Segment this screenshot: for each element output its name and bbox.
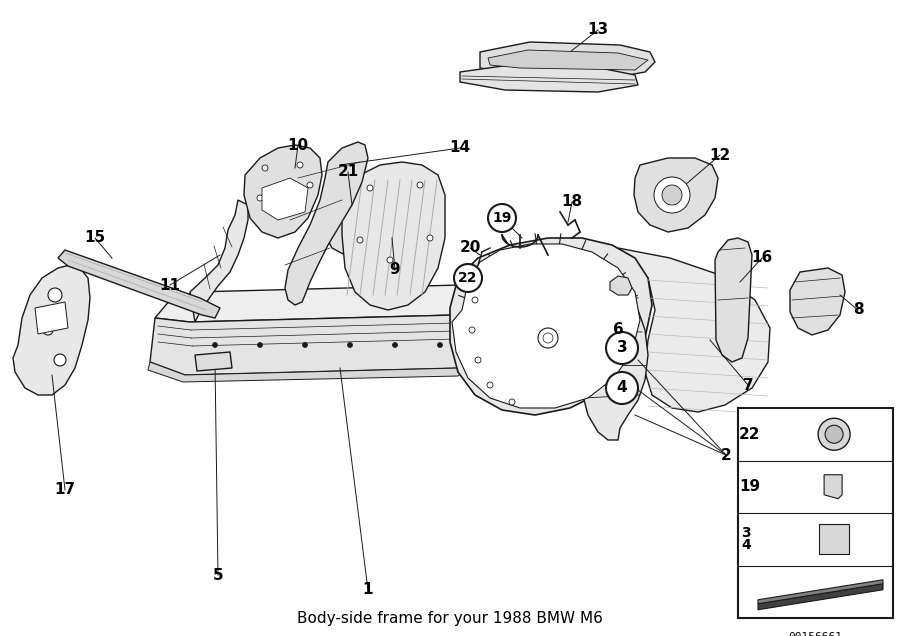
Circle shape <box>257 343 263 347</box>
Circle shape <box>357 237 363 243</box>
Circle shape <box>454 264 482 292</box>
Circle shape <box>606 372 638 404</box>
Circle shape <box>307 182 313 188</box>
Polygon shape <box>450 238 652 415</box>
Text: 20: 20 <box>459 240 481 256</box>
Polygon shape <box>480 42 655 78</box>
Circle shape <box>469 327 475 333</box>
Circle shape <box>825 425 843 443</box>
Circle shape <box>347 343 353 347</box>
Polygon shape <box>819 524 849 554</box>
Polygon shape <box>148 355 480 382</box>
Polygon shape <box>824 474 842 499</box>
Polygon shape <box>155 285 475 322</box>
Polygon shape <box>35 302 68 334</box>
Text: 2: 2 <box>721 448 732 462</box>
Text: 00156661: 00156661 <box>788 632 842 636</box>
Circle shape <box>509 399 515 405</box>
Circle shape <box>427 235 433 241</box>
Text: 18: 18 <box>562 195 582 209</box>
Bar <box>738 408 893 618</box>
Text: 22: 22 <box>739 427 760 442</box>
Text: 3: 3 <box>742 526 751 540</box>
Polygon shape <box>460 65 638 92</box>
Polygon shape <box>758 584 883 610</box>
Text: 9: 9 <box>390 263 400 277</box>
Polygon shape <box>488 50 648 70</box>
Circle shape <box>487 382 493 388</box>
Text: 5: 5 <box>212 567 223 583</box>
Text: 7: 7 <box>742 378 753 392</box>
Circle shape <box>472 297 478 303</box>
Circle shape <box>392 343 398 347</box>
Circle shape <box>302 343 308 347</box>
Text: Body-side frame for your 1988 BMW M6: Body-side frame for your 1988 BMW M6 <box>297 611 603 626</box>
Polygon shape <box>356 252 365 285</box>
Text: 21: 21 <box>338 165 358 179</box>
Circle shape <box>538 328 558 348</box>
Polygon shape <box>342 162 445 310</box>
Text: 11: 11 <box>159 277 181 293</box>
Polygon shape <box>610 276 632 295</box>
Circle shape <box>257 195 263 201</box>
Polygon shape <box>580 282 648 440</box>
Polygon shape <box>58 250 220 318</box>
Polygon shape <box>150 305 480 375</box>
Text: 16: 16 <box>752 251 772 265</box>
Text: 6: 6 <box>613 322 624 338</box>
Circle shape <box>488 204 516 232</box>
Polygon shape <box>262 178 308 220</box>
Circle shape <box>437 343 443 347</box>
Polygon shape <box>195 352 232 371</box>
Polygon shape <box>452 244 640 408</box>
Text: 14: 14 <box>449 141 471 155</box>
Circle shape <box>387 257 393 263</box>
Text: 19: 19 <box>492 211 512 225</box>
Circle shape <box>297 162 303 168</box>
Circle shape <box>275 207 281 213</box>
Polygon shape <box>13 265 90 395</box>
Polygon shape <box>634 158 718 232</box>
Text: 4: 4 <box>741 538 751 552</box>
Circle shape <box>475 357 481 363</box>
Text: 22: 22 <box>458 271 478 285</box>
Circle shape <box>367 185 373 191</box>
Circle shape <box>417 182 423 188</box>
Circle shape <box>606 332 638 364</box>
Circle shape <box>543 333 553 343</box>
Text: 17: 17 <box>54 483 76 497</box>
Text: 10: 10 <box>287 137 309 153</box>
Text: 3: 3 <box>616 340 627 356</box>
Polygon shape <box>790 268 845 335</box>
Text: 12: 12 <box>709 148 731 163</box>
Circle shape <box>465 267 471 273</box>
Polygon shape <box>758 580 883 604</box>
Circle shape <box>212 343 218 347</box>
Text: 19: 19 <box>740 480 760 494</box>
Polygon shape <box>190 200 248 322</box>
Polygon shape <box>715 238 752 362</box>
Circle shape <box>662 185 682 205</box>
Circle shape <box>54 354 66 366</box>
Text: 1: 1 <box>363 583 374 597</box>
Circle shape <box>43 325 53 335</box>
Circle shape <box>262 165 268 171</box>
Polygon shape <box>324 188 382 255</box>
Circle shape <box>654 177 690 213</box>
Circle shape <box>818 418 850 450</box>
Text: 13: 13 <box>588 22 608 38</box>
Polygon shape <box>618 248 770 412</box>
Text: 15: 15 <box>85 230 105 245</box>
Polygon shape <box>285 142 368 305</box>
Text: 8: 8 <box>852 303 863 317</box>
Circle shape <box>48 288 62 302</box>
Polygon shape <box>244 145 322 238</box>
Text: 4: 4 <box>616 380 627 396</box>
